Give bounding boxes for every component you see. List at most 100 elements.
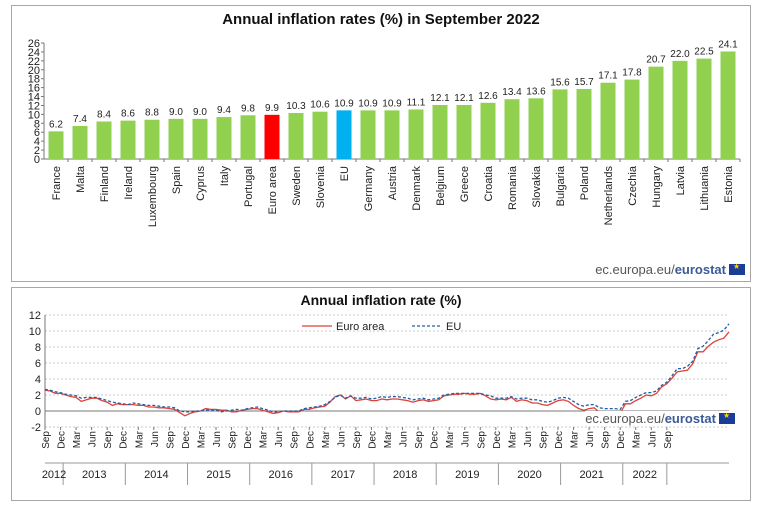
bar-estonia: [720, 51, 736, 159]
bar-ireland: [120, 120, 136, 159]
bar-croatia: [480, 102, 496, 159]
series-line-euro-area: [44, 331, 730, 417]
x-category-label: Italy: [219, 166, 231, 187]
bar-greece: [456, 105, 472, 159]
x-month-label: Mar: [321, 430, 332, 448]
x-year-label: 2017: [331, 469, 355, 481]
source-brand-2: eurostat: [664, 411, 716, 426]
x-category-label: Estonia: [723, 165, 735, 203]
bar-value-label: 8.4: [97, 110, 111, 121]
x-month-label: Mar: [72, 430, 83, 448]
series-line-eu: [44, 323, 730, 413]
x-month-label: Jun: [523, 431, 534, 447]
x-month-label: Mar: [445, 430, 456, 448]
x-month-label: Sep: [352, 431, 363, 449]
bar-value-label: 12.1: [430, 93, 450, 104]
bar-value-label: 9.0: [169, 107, 183, 118]
x-category-label: Hungary: [651, 166, 663, 208]
x-month-label: Dec: [367, 431, 378, 449]
x-month-label: Jun: [585, 431, 596, 447]
x-year-label: 2015: [206, 469, 230, 481]
x-category-label: Slovakia: [531, 165, 543, 207]
x-category-label: Czechia: [627, 165, 639, 206]
x-year-label: 2014: [144, 469, 168, 481]
x-category-label: Austria: [387, 165, 399, 200]
x-category-label: Denmark: [411, 166, 423, 211]
bar-value-label: 9.4: [217, 105, 231, 116]
bar-value-label: 22.0: [670, 49, 690, 60]
y-tick-label: 22: [28, 56, 40, 68]
source-brand: eurostat: [674, 262, 726, 277]
bar-italy: [216, 117, 232, 159]
source-prefix-2: ec.europa.eu/: [585, 411, 665, 426]
x-month-label: Dec: [181, 431, 192, 449]
x-month-label: Mar: [134, 430, 145, 448]
x-category-label: Latvia: [675, 165, 687, 195]
x-month-label: Sep: [41, 431, 52, 449]
y-tick-label: 4: [34, 136, 40, 148]
bar-value-label: 10.3: [286, 101, 306, 112]
y-tick-label: 16: [28, 83, 40, 95]
x-month-label: Sep: [165, 431, 176, 449]
eu-flag-icon: [729, 262, 745, 275]
y-tick-label: 14: [28, 92, 40, 104]
x-category-label: Bulgaria: [555, 165, 567, 206]
x-month-label: Dec: [243, 431, 254, 449]
x-category-label: Romania: [507, 165, 519, 210]
x-month-label: Mar: [632, 430, 643, 448]
bar-bulgaria: [552, 89, 568, 159]
x-category-label: Cyprus: [195, 166, 207, 201]
bar-chart-panel: Annual inflation rates (%) in September …: [11, 5, 751, 282]
x-month-label: Jun: [274, 431, 285, 447]
bar-value-label: 10.9: [334, 98, 354, 109]
legend-label: Euro area: [336, 321, 385, 333]
x-category-label: Ireland: [123, 166, 135, 200]
bar-slovenia: [312, 111, 328, 159]
y-tick-label: 18: [28, 74, 40, 86]
y-tick-label: 6: [35, 358, 41, 370]
bar-sweden: [288, 113, 304, 159]
x-category-label: EU: [339, 166, 351, 181]
bar-euro-area: [264, 114, 280, 159]
bar-germany: [360, 110, 376, 159]
bar-value-label: 17.1: [598, 71, 618, 82]
bar-austria: [384, 110, 400, 159]
y-tick-label: 8: [35, 342, 41, 354]
bar-value-label: 17.8: [622, 68, 642, 79]
x-year-label: 2018: [393, 469, 417, 481]
source-credit-2: ec.europa.eu/eurostat: [585, 411, 735, 426]
x-category-label: Sweden: [291, 166, 303, 206]
x-year-label: 2020: [517, 469, 541, 481]
source-credit: ec.europa.eu/eurostat: [595, 262, 745, 277]
bar-eu: [336, 110, 352, 159]
bar-value-label: 9.0: [193, 107, 207, 118]
y-tick-label: 2: [35, 390, 41, 402]
bar-malta: [72, 125, 88, 159]
bar-value-label: 13.4: [502, 87, 522, 98]
line-chart-panel: Annual inflation rate (%) -2 0 2 4 6 8 10 12 Eur…: [11, 287, 751, 501]
y-tick-label: 20: [28, 65, 40, 77]
x-month-label: Sep: [601, 431, 612, 449]
x-month-label: Jun: [399, 431, 410, 447]
bar-poland: [576, 88, 592, 159]
bar-lithuania: [696, 58, 712, 159]
bar-slovakia: [528, 98, 544, 159]
x-year-label: 2016: [269, 469, 293, 481]
bar-luxembourg: [144, 119, 160, 159]
bar-value-label: 20.7: [646, 55, 666, 66]
bar-netherlands: [600, 82, 616, 159]
bar-value-label: 9.9: [265, 103, 279, 114]
bar-value-label: 22.5: [694, 47, 714, 58]
x-category-label: Luxembourg: [147, 166, 159, 227]
x-month-label: Dec: [430, 431, 441, 449]
x-month-label: Dec: [616, 431, 627, 449]
bar-value-label: 24.1: [718, 39, 738, 50]
bar-spain: [168, 118, 184, 159]
x-month-label: Dec: [305, 431, 316, 449]
bar-france: [48, 131, 64, 159]
x-year-label: 2022: [633, 469, 657, 481]
bar-value-label: 10.6: [310, 100, 330, 111]
y-tick-label: 0: [34, 154, 40, 166]
x-category-label: Portugal: [243, 166, 255, 207]
bar-value-label: 10.9: [358, 98, 378, 109]
